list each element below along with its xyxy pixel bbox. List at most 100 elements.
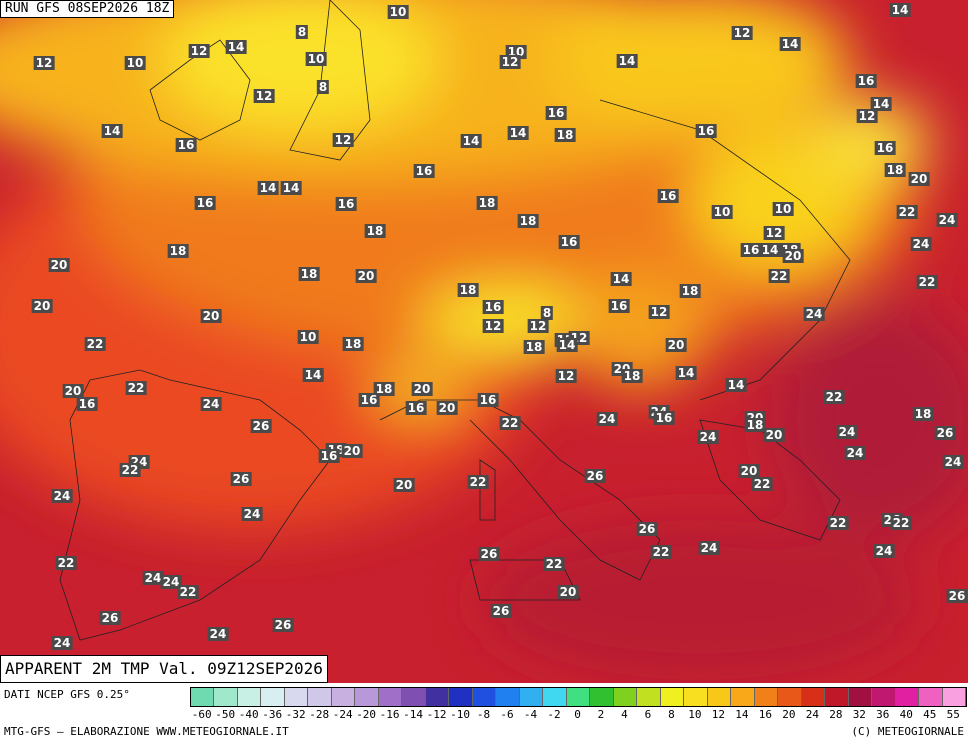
temperature-label: 16 (76, 397, 98, 411)
temperature-label: 16 (358, 393, 380, 407)
temperature-label: 22 (823, 390, 845, 404)
temperature-label: 20 (31, 299, 53, 313)
scale-tick-label: 45 (923, 708, 937, 721)
temperature-label: 26 (99, 611, 121, 625)
temperature-label: 22 (177, 585, 199, 599)
temperature-label: 20 (665, 338, 687, 352)
scale-tick-label: 36 (876, 708, 890, 721)
scale-swatch (684, 688, 708, 706)
temperature-label: 22 (827, 516, 849, 530)
temperature-label: 18 (912, 407, 934, 421)
temperature-label: 10 (297, 330, 319, 344)
scale-swatch (707, 688, 732, 706)
scale-swatch (331, 688, 356, 706)
scale-tick-label: 55 (946, 708, 960, 721)
temperature-label: 18 (373, 382, 395, 396)
temperature-label: 20 (557, 585, 579, 599)
temperature-label: 14 (257, 181, 279, 195)
scale-tick-label: -40 (238, 708, 259, 721)
temperature-label: 14 (675, 366, 697, 380)
temperature-label: 12 (188, 44, 210, 58)
scale-tick-label: -4 (523, 708, 538, 721)
temperature-label: 14 (507, 126, 529, 140)
temperature-label: 24 (698, 541, 720, 555)
scale-tick-label: 8 (668, 708, 675, 721)
temperature-label: 14 (725, 378, 747, 392)
temperature-label: 24 (142, 571, 164, 585)
scale-swatch (566, 688, 591, 706)
temperature-label: 14 (460, 134, 482, 148)
temperature-label: 26 (584, 469, 606, 483)
scale-tick-label: 14 (735, 708, 749, 721)
scale-tick-label: -6 (500, 708, 514, 721)
temperature-label: 22 (751, 477, 773, 491)
temperature-label: 10 (305, 52, 327, 66)
copyright: (C) METEOGIORNALE (851, 725, 964, 738)
scale-swatch (848, 688, 873, 706)
temperature-label: 22 (499, 416, 521, 430)
map (0, 0, 968, 683)
scale-tick-label: 12 (711, 708, 726, 721)
temperature-label: 18 (679, 284, 701, 298)
temperature-label: 22 (890, 516, 912, 530)
scale-swatch (472, 688, 497, 706)
temperature-label: 16 (335, 197, 357, 211)
temperature-label: 22 (467, 475, 489, 489)
temperature-label: 22 (543, 557, 565, 571)
scale-tick-label: -12 (426, 708, 447, 721)
scale-swatch (425, 688, 450, 706)
temperature-label: 18 (621, 369, 643, 383)
temperature-label: 16 (558, 235, 580, 249)
temperature-label: 26 (636, 522, 658, 536)
scale-tick-label: -32 (285, 708, 306, 721)
scale-swatch (660, 688, 685, 706)
temperature-label: 22 (119, 463, 141, 477)
temperature-label: 20 (411, 382, 433, 396)
temperature-label: 14 (616, 54, 638, 68)
temperature-label: 16 (653, 411, 675, 425)
scale-tick-label: -16 (379, 708, 400, 721)
temperature-label: 22 (55, 556, 77, 570)
scale-tick-label: 10 (688, 708, 702, 721)
temperature-label: 16 (695, 124, 717, 138)
scale-swatch (778, 688, 802, 706)
scale-tick-label: -28 (309, 708, 330, 721)
temperature-label: 12 (332, 133, 354, 147)
temperature-label: 26 (934, 426, 956, 440)
scale-swatch (919, 688, 943, 706)
scale-swatch (942, 688, 966, 706)
temperature-label: 18 (523, 340, 545, 354)
temperature-label: 14 (556, 338, 578, 352)
temperature-label: 14 (225, 40, 247, 54)
temperature-label: 14 (610, 272, 632, 286)
temperature-label: 18 (457, 283, 479, 297)
temperature-label: 16 (477, 393, 499, 407)
scale-tick-label: -24 (332, 708, 353, 721)
scale-swatch (590, 688, 614, 706)
scale-swatch (355, 688, 379, 706)
temperature-label: 24 (51, 489, 73, 503)
temperature-label: 20 (738, 464, 760, 478)
scale-swatch (237, 688, 262, 706)
temperature-label: 18 (884, 163, 906, 177)
temperature-label: 22 (84, 337, 106, 351)
temperature-label: 14 (870, 97, 892, 111)
scale-swatch (402, 688, 426, 706)
temperature-label: 10 (772, 202, 794, 216)
temperature-label: 22 (768, 269, 790, 283)
temperature-label: 26 (230, 472, 252, 486)
scale-swatch (801, 688, 826, 706)
color-scale (190, 687, 967, 707)
temperature-label: 14 (302, 368, 324, 382)
temperature-label: 20 (908, 172, 930, 186)
temperature-label: 24 (836, 425, 858, 439)
temperature-label: 16 (318, 449, 340, 463)
temperature-label: 16 (175, 138, 197, 152)
scale-tick-label: 2 (597, 708, 605, 721)
temperature-label: 8 (540, 306, 554, 320)
temperature-label: 20 (436, 401, 458, 415)
temperature-label: 20 (355, 269, 377, 283)
temperature-label: 12 (648, 305, 670, 319)
temperature-label: 26 (946, 589, 968, 603)
scale-swatch (754, 688, 779, 706)
